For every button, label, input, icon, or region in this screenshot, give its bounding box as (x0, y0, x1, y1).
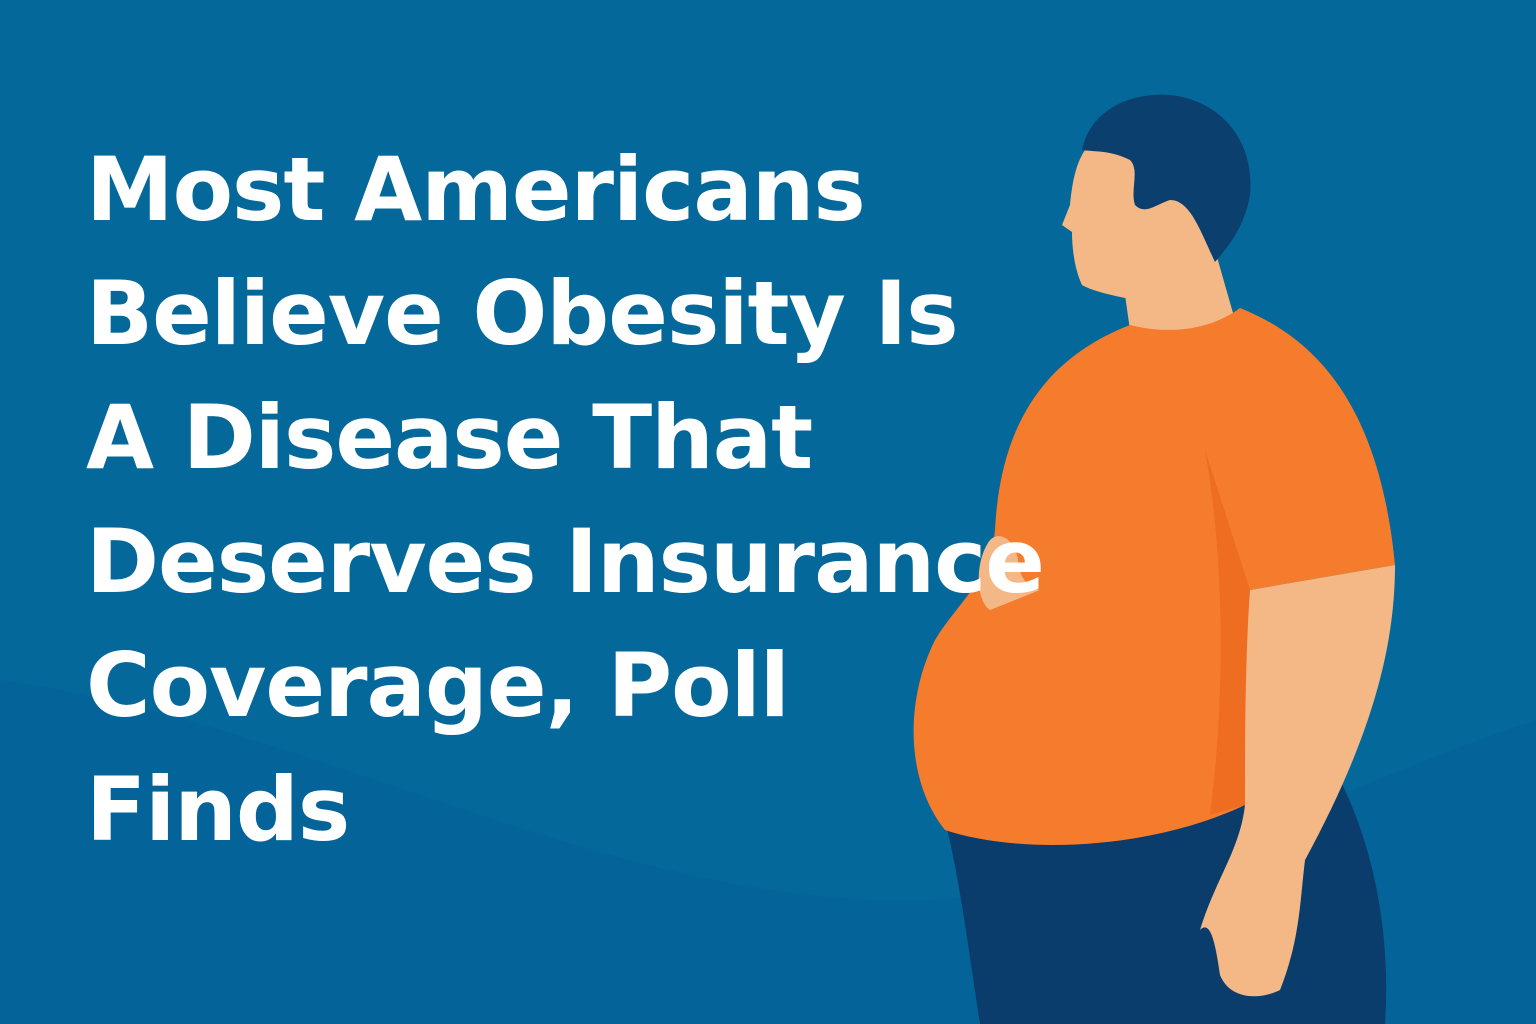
headline-line-1: Most Americans (86, 138, 866, 241)
headline-line-6: Finds (86, 758, 350, 861)
shirt (913, 308, 1395, 845)
headline-line-2: Believe Obesity Is (86, 262, 959, 365)
headline-line-4: Deserves Insurance (86, 510, 1045, 613)
hair (1082, 94, 1251, 263)
arm (1200, 565, 1395, 997)
hand (978, 536, 1040, 610)
headline-line-5: Coverage, Poll (86, 634, 790, 737)
headline-line-3: A Disease That (86, 386, 813, 489)
headline: Most Americans Believe Obesity Is A Dise… (86, 128, 1066, 872)
shirt-fold (1205, 450, 1250, 815)
